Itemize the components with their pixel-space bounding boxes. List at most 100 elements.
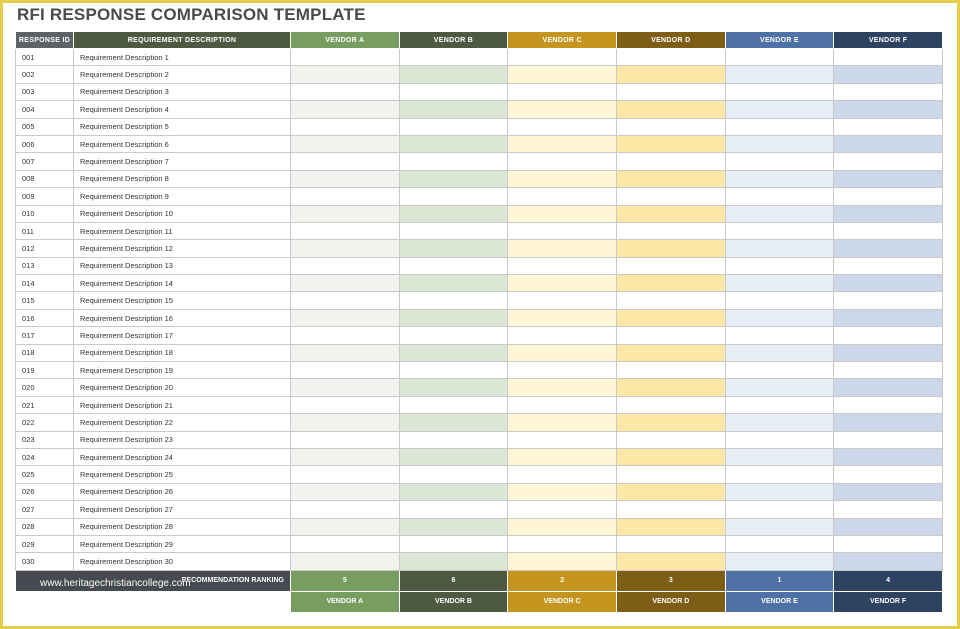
vendor-d-response-cell[interactable] [615, 117, 726, 136]
vendor-a-response-cell[interactable] [290, 326, 400, 345]
vendor-d-response-cell[interactable] [615, 430, 726, 449]
requirement-description-cell[interactable]: Requirement Description 19 [73, 361, 291, 380]
vendor-b-response-cell[interactable] [398, 291, 509, 310]
vendor-d-response-cell[interactable] [615, 274, 726, 293]
vendor-c-response-cell[interactable] [507, 430, 617, 449]
vendor-d-response-cell[interactable] [615, 221, 726, 241]
vendor-e-response-cell[interactable] [724, 117, 835, 136]
vendor-d-response-cell[interactable] [615, 187, 726, 206]
vendor-b-response-cell[interactable] [398, 430, 509, 449]
requirement-description-cell[interactable]: Requirement Description 6 [73, 134, 291, 154]
vendor-e-response-cell[interactable] [724, 82, 835, 102]
requirement-description-cell[interactable]: Requirement Description 9 [73, 187, 291, 206]
requirement-description-cell[interactable]: Requirement Description 3 [73, 82, 291, 102]
vendor-c-response-cell[interactable] [507, 134, 617, 154]
response-id-cell[interactable]: 006 [15, 134, 74, 154]
response-id-cell[interactable]: 017 [15, 326, 74, 345]
vendor-c-response-cell[interactable] [507, 326, 617, 345]
ranking-vendor-c[interactable]: 2 [507, 569, 617, 592]
vendor-a-response-cell[interactable] [290, 291, 400, 310]
requirement-description-cell[interactable]: Requirement Description 22 [73, 413, 291, 432]
response-id-cell[interactable]: 024 [15, 447, 74, 467]
requirement-description-cell[interactable]: Requirement Description 15 [73, 291, 291, 310]
vendor-e-response-cell[interactable] [724, 134, 835, 154]
requirement-description-cell[interactable]: Requirement Description 20 [73, 378, 291, 397]
vendor-d-response-cell[interactable] [615, 500, 726, 519]
ranking-vendor-a[interactable]: 5 [290, 569, 400, 592]
vendor-a-response-cell[interactable] [290, 152, 400, 171]
requirement-description-cell[interactable]: Requirement Description 25 [73, 465, 291, 484]
vendor-a-response-cell[interactable] [290, 430, 400, 449]
response-id-cell[interactable]: 005 [15, 117, 74, 136]
vendor-b-response-cell[interactable] [398, 187, 509, 206]
response-id-cell[interactable]: 029 [15, 534, 74, 554]
vendor-f-response-cell[interactable] [833, 482, 943, 502]
vendor-d-response-cell[interactable] [615, 239, 726, 258]
vendor-c-response-cell[interactable] [507, 395, 617, 415]
vendor-a-response-cell[interactable] [290, 256, 400, 276]
vendor-d-response-cell[interactable] [615, 152, 726, 171]
vendor-f-response-cell[interactable] [833, 187, 943, 206]
vendor-f-response-cell[interactable] [833, 239, 943, 258]
vendor-e-response-cell[interactable] [724, 326, 835, 345]
vendor-a-response-cell[interactable] [290, 361, 400, 380]
requirement-description-cell[interactable]: Requirement Description 8 [73, 169, 291, 189]
vendor-a-response-cell[interactable] [290, 482, 400, 502]
vendor-a-response-cell[interactable] [290, 413, 400, 432]
vendor-c-response-cell[interactable] [507, 169, 617, 189]
vendor-d-response-cell[interactable] [615, 413, 726, 432]
vendor-e-response-cell[interactable] [724, 552, 835, 571]
vendor-c-response-cell[interactable] [507, 239, 617, 258]
vendor-d-response-cell[interactable] [615, 169, 726, 189]
vendor-f-response-cell[interactable] [833, 500, 943, 519]
requirement-description-cell[interactable]: Requirement Description 5 [73, 117, 291, 136]
vendor-f-response-cell[interactable] [833, 465, 943, 484]
vendor-d-response-cell[interactable] [615, 82, 726, 102]
vendor-e-response-cell[interactable] [724, 291, 835, 310]
vendor-e-response-cell[interactable] [724, 169, 835, 189]
vendor-c-response-cell[interactable] [507, 291, 617, 310]
vendor-a-response-cell[interactable] [290, 447, 400, 467]
vendor-f-response-cell[interactable] [833, 65, 943, 84]
vendor-b-response-cell[interactable] [398, 204, 509, 223]
vendor-a-response-cell[interactable] [290, 65, 400, 84]
vendor-b-response-cell[interactable] [398, 500, 509, 519]
vendor-a-response-cell[interactable] [290, 465, 400, 484]
response-id-cell[interactable]: 004 [15, 100, 74, 119]
requirement-description-cell[interactable]: Requirement Description 30 [73, 552, 291, 571]
vendor-a-response-cell[interactable] [290, 187, 400, 206]
vendor-d-response-cell[interactable] [615, 65, 726, 84]
response-id-cell[interactable]: 012 [15, 239, 74, 258]
vendor-e-response-cell[interactable] [724, 65, 835, 84]
vendor-d-response-cell[interactable] [615, 361, 726, 380]
vendor-c-response-cell[interactable] [507, 204, 617, 223]
vendor-c-response-cell[interactable] [507, 552, 617, 571]
vendor-c-response-cell[interactable] [507, 482, 617, 502]
requirement-description-cell[interactable]: Requirement Description 17 [73, 326, 291, 345]
ranking-vendor-d[interactable]: 3 [615, 569, 726, 592]
vendor-a-response-cell[interactable] [290, 134, 400, 154]
vendor-c-response-cell[interactable] [507, 447, 617, 467]
vendor-f-response-cell[interactable] [833, 169, 943, 189]
requirement-description-cell[interactable]: Requirement Description 18 [73, 343, 291, 363]
vendor-c-response-cell[interactable] [507, 378, 617, 397]
response-id-cell[interactable]: 018 [15, 343, 74, 363]
vendor-b-response-cell[interactable] [398, 169, 509, 189]
vendor-b-response-cell[interactable] [398, 134, 509, 154]
vendor-a-response-cell[interactable] [290, 239, 400, 258]
vendor-f-response-cell[interactable] [833, 343, 943, 363]
response-id-cell[interactable]: 023 [15, 430, 74, 449]
vendor-c-response-cell[interactable] [507, 517, 617, 536]
vendor-e-response-cell[interactable] [724, 413, 835, 432]
vendor-c-response-cell[interactable] [507, 82, 617, 102]
vendor-d-response-cell[interactable] [615, 465, 726, 484]
ranking-vendor-b[interactable]: 6 [398, 569, 509, 592]
requirement-description-cell[interactable]: Requirement Description 4 [73, 100, 291, 119]
vendor-d-response-cell[interactable] [615, 447, 726, 467]
requirement-description-cell[interactable]: Requirement Description 29 [73, 534, 291, 554]
response-id-cell[interactable]: 015 [15, 291, 74, 310]
vendor-e-response-cell[interactable] [724, 534, 835, 554]
vendor-b-response-cell[interactable] [398, 152, 509, 171]
vendor-c-response-cell[interactable] [507, 361, 617, 380]
vendor-d-response-cell[interactable] [615, 256, 726, 276]
